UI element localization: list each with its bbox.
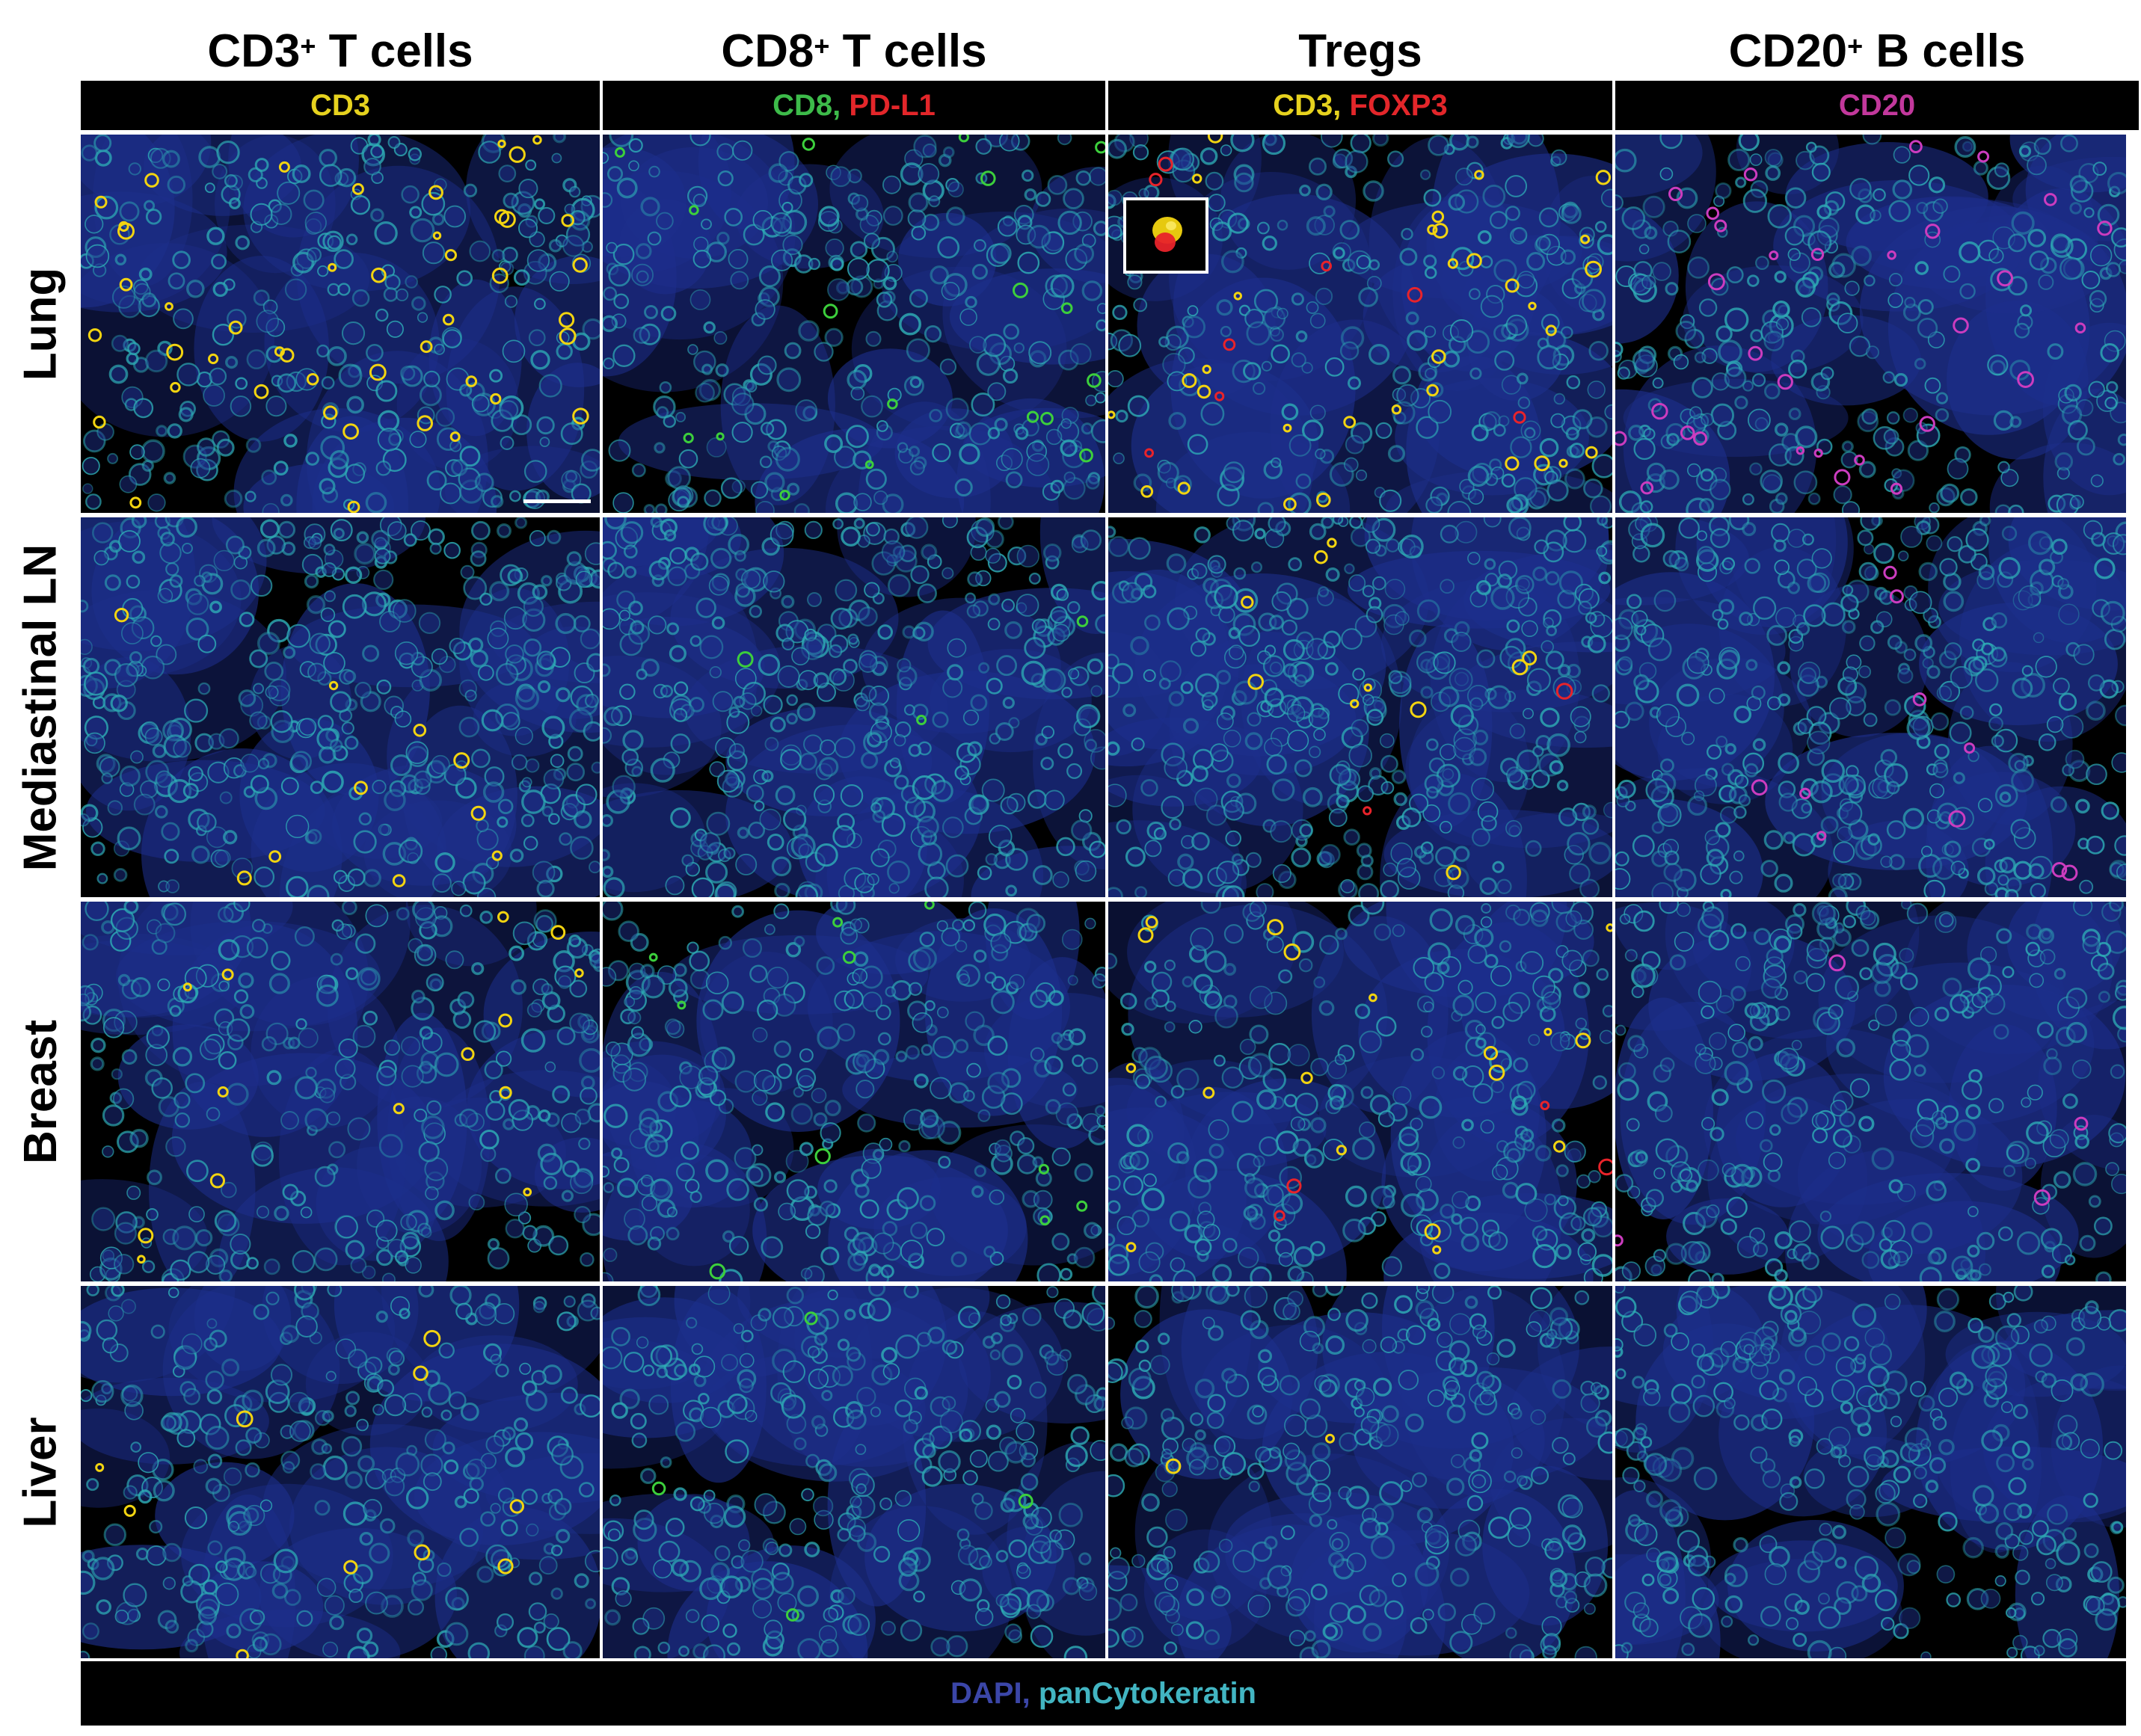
marker-label: PD-L1 bbox=[849, 88, 936, 122]
column-title-sup: + bbox=[814, 31, 830, 61]
column-title-tregs: Tregs bbox=[1108, 21, 1612, 81]
micrograph-mediastinal-ln-tregs bbox=[1108, 517, 1612, 897]
row-label-text: Mediastinal LN bbox=[14, 544, 67, 871]
inset-cell-image bbox=[1152, 217, 1182, 252]
micrograph-lung-cd8 bbox=[603, 135, 1105, 513]
column-title-rest: T cells bbox=[316, 25, 473, 77]
micrograph-mediastinal-ln-cd20 bbox=[1615, 517, 2126, 897]
row-label-text: Liver bbox=[14, 1416, 67, 1528]
column-title-text: Tregs bbox=[1298, 25, 1422, 77]
row-label-text: Breast bbox=[14, 1019, 67, 1164]
marker-bar-tregs: CD3, FOXP3 bbox=[1108, 81, 1612, 130]
micrograph-liver-cd20 bbox=[1615, 1286, 2126, 1658]
micrograph-lung-cd20 bbox=[1615, 135, 2126, 513]
column-title-rest: T cells bbox=[829, 25, 987, 77]
legend-pancytokeratin: panCytokeratin bbox=[1038, 1676, 1256, 1710]
marker-label: CD3, bbox=[1273, 88, 1342, 122]
scale-bar bbox=[523, 499, 591, 503]
column-title-text: CD20 bbox=[1728, 25, 1848, 77]
marker-bar-cd20: CD20 bbox=[1615, 81, 2139, 130]
micrograph-liver-cd8 bbox=[603, 1286, 1105, 1658]
column-title-sup: + bbox=[300, 31, 316, 61]
micrograph-mediastinal-ln-cd8 bbox=[603, 517, 1105, 897]
row-label-lung: Lung bbox=[0, 135, 81, 513]
inset-zoom bbox=[1123, 197, 1208, 274]
marker-label: CD20 bbox=[1838, 88, 1916, 122]
row-label-liver: Liver bbox=[0, 1286, 81, 1658]
marker-bar-cd8: CD8, PD-L1 bbox=[603, 81, 1105, 130]
column-title-sup: + bbox=[1847, 31, 1864, 61]
micrograph-breast-cd3 bbox=[81, 902, 600, 1281]
row-label-text: Lung bbox=[14, 267, 67, 381]
legend-dapi: DAPI, bbox=[950, 1676, 1030, 1710]
micrograph-breast-cd8 bbox=[603, 902, 1105, 1281]
marker-label: CD3 bbox=[310, 88, 371, 122]
column-title-cd20: CD20 + B cells bbox=[1615, 21, 2139, 81]
column-title-text: CD8 bbox=[721, 25, 814, 77]
row-label-breast: Breast bbox=[0, 902, 81, 1281]
stain-legend-bar: DAPI, panCytokeratin bbox=[81, 1661, 2126, 1726]
micrograph-mediastinal-ln-cd3 bbox=[81, 517, 600, 897]
marker-bar-cd3: CD3 bbox=[81, 81, 600, 130]
micrograph-liver-cd3 bbox=[81, 1286, 600, 1658]
micrograph-breast-tregs bbox=[1108, 902, 1612, 1281]
column-title-text: CD3 bbox=[207, 25, 301, 77]
column-title-cd3: CD3 + T cells bbox=[81, 21, 600, 81]
marker-label: CD8, bbox=[772, 88, 841, 122]
micrograph-liver-tregs bbox=[1108, 1286, 1612, 1658]
micrograph-lung-tregs bbox=[1108, 135, 1612, 513]
column-title-rest: B cells bbox=[1863, 25, 2026, 77]
micrograph-lung-cd3 bbox=[81, 135, 600, 513]
marker-label: FOXP3 bbox=[1349, 88, 1448, 122]
micrograph-breast-cd20 bbox=[1615, 902, 2126, 1281]
column-title-cd8: CD8 + T cells bbox=[603, 21, 1105, 81]
row-label-mediastinal-ln: Mediastinal LN bbox=[0, 517, 81, 897]
